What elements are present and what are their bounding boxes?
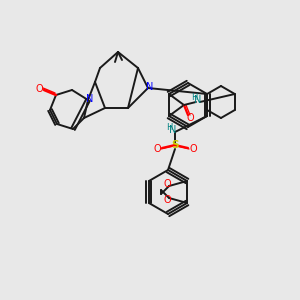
Text: S: S [171, 140, 179, 150]
Text: H: H [166, 124, 172, 133]
Text: O: O [163, 179, 171, 189]
Text: O: O [153, 144, 161, 154]
Text: N: N [86, 94, 94, 104]
Text: N: N [194, 95, 202, 105]
Text: O: O [163, 195, 171, 205]
Text: O: O [186, 113, 194, 123]
Text: H: H [191, 92, 197, 101]
Text: N: N [146, 82, 154, 92]
Text: O: O [35, 84, 43, 94]
Text: O: O [189, 144, 197, 154]
Text: N: N [169, 125, 177, 135]
